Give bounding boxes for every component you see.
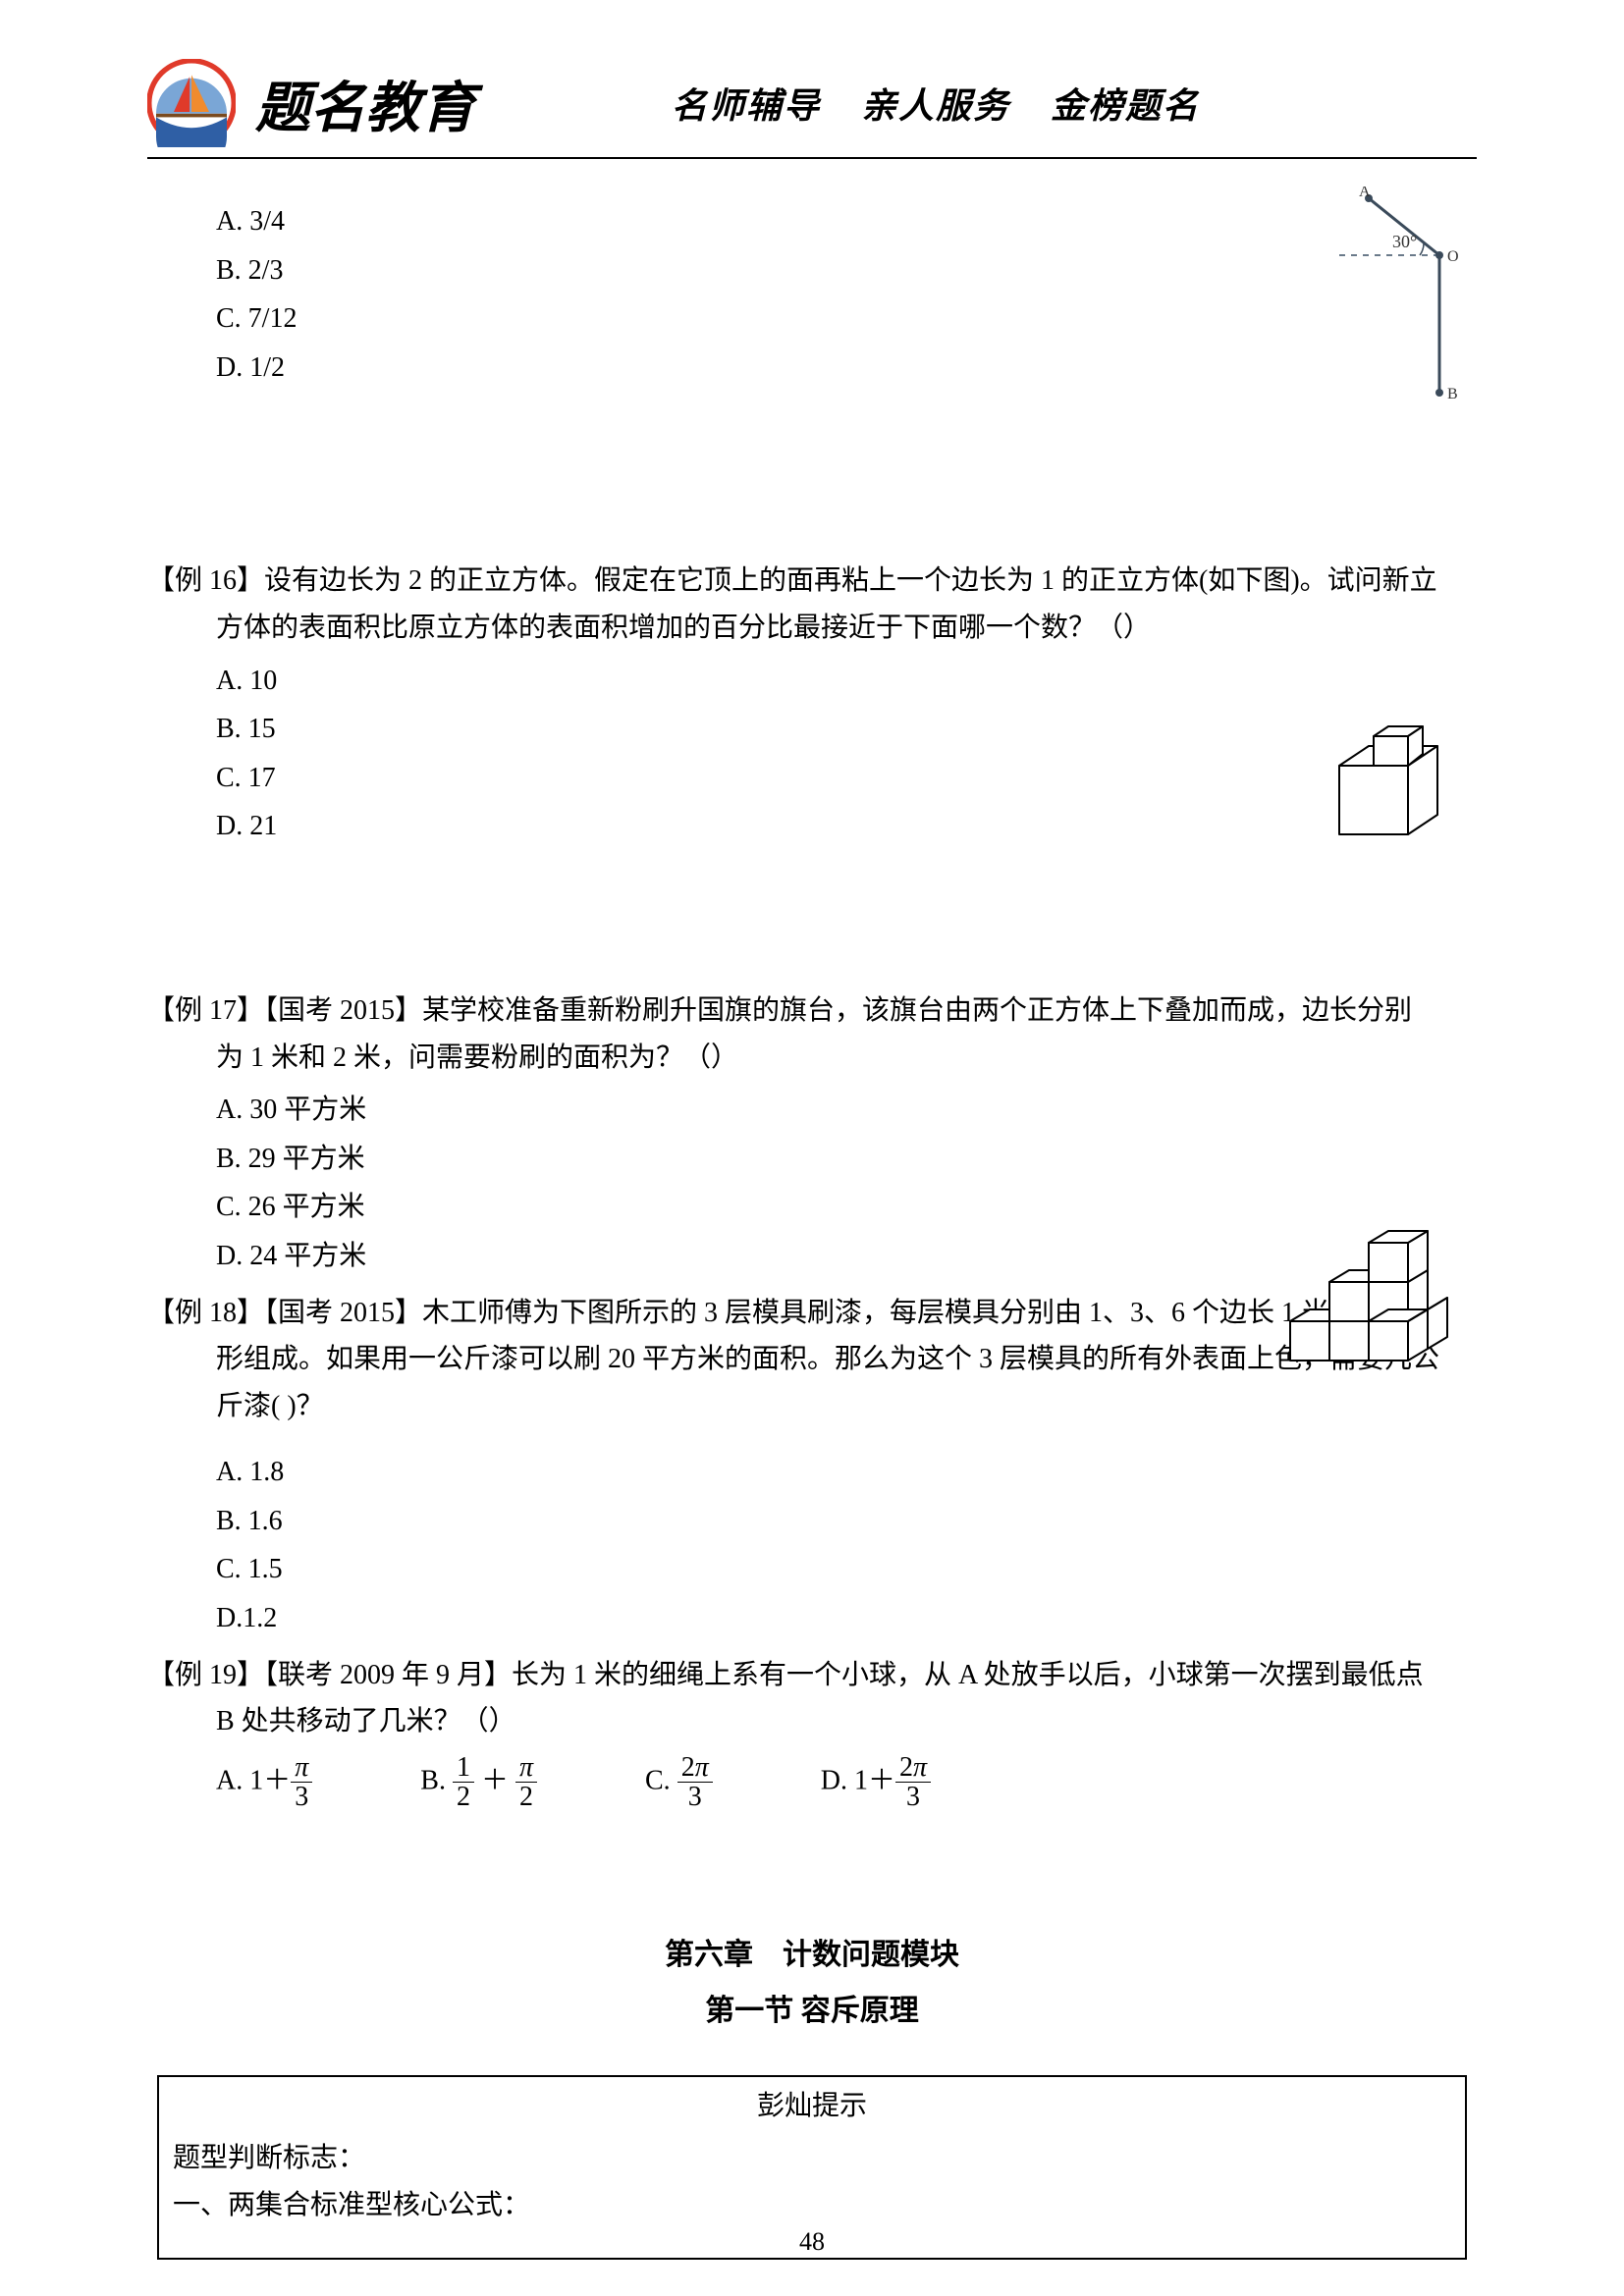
q18-options: A. 1.8 B. 1.6 C. 1.5 D.1.2 xyxy=(216,1449,1477,1641)
q19-b-prefix: B. xyxy=(420,1765,453,1795)
q19-c-den: 3 xyxy=(677,1783,713,1811)
q15-option-d: D. 1/2 xyxy=(216,345,1477,392)
q18-option-b: B. 1.6 xyxy=(216,1498,1477,1545)
tip-box-line1: 题型判断标志： xyxy=(173,2135,1451,2182)
q18-option-a: A. 1.8 xyxy=(216,1449,1477,1496)
q15-option-c: C. 7/12 xyxy=(216,295,1477,343)
q17-option-a: A. 30 平方米 xyxy=(216,1087,1477,1134)
q19-a-num: π xyxy=(291,1753,312,1783)
q15-option-b: B. 2/3 xyxy=(216,247,1477,294)
q19-line1: 【例 19】【联考 2009 年 9 月】长为 1 米的细绳上系有一个小球，从 … xyxy=(147,1652,1477,1699)
q18-option-c: C. 1.5 xyxy=(216,1546,1477,1593)
q16-options: A. 10 B. 15 C. 17 D. 21 xyxy=(216,658,1477,850)
label-B: B xyxy=(1447,386,1458,402)
tagline-2: 亲人服务 xyxy=(861,86,1010,126)
q19-d-prefix: D. 1＋ xyxy=(821,1765,895,1795)
tagline-3: 金榜题名 xyxy=(1051,86,1200,126)
q19-option-b: B. 12 ＋ π2 xyxy=(420,1753,537,1812)
step-cubes-figure xyxy=(1271,1194,1467,1396)
q17-option-b: B. 29 平方米 xyxy=(216,1136,1477,1183)
q19-d-den: 3 xyxy=(895,1783,931,1811)
page-header: 题名教育 名师辅导 亲人服务 金榜题名 xyxy=(147,59,1477,147)
q19-d-num: 2π xyxy=(895,1753,931,1783)
q19: 【例 19】【联考 2009 年 9 月】长为 1 米的细绳上系有一个小球，从 … xyxy=(147,1652,1477,1745)
q19-option-a: A. 1＋π3 xyxy=(216,1753,312,1812)
q17: 【例 17】【国考 2015】某学校准备重新粉刷升国旗的旗台，该旗台由两个正方体… xyxy=(147,988,1477,1081)
label-A: A xyxy=(1359,187,1371,200)
content-area: A O B 30° A. 3/4 B. 2/3 C. 7/12 D. 1/2 【… xyxy=(147,198,1477,2260)
q16-line2: 方体的表面积比原立方体的表面积增加的百分比最接近于下面哪一个数？（） xyxy=(216,605,1477,652)
q19-a-prefix: A. 1＋ xyxy=(216,1765,291,1795)
q15-option-a: A. 3/4 xyxy=(216,198,1477,245)
q16-line1: 【例 16】设有边长为 2 的正立方体。假定在它顶上的面再粘上一个边长为 1 的… xyxy=(147,558,1477,605)
brand-logo xyxy=(147,59,236,147)
q19-line2: B 处共移动了几米？（） xyxy=(216,1698,1477,1745)
brand-name: 题名教育 xyxy=(255,64,475,143)
q16-option-d: D. 21 xyxy=(216,803,1477,850)
angle-figure: A O B 30° xyxy=(1329,187,1467,428)
q16-option-b: B. 15 xyxy=(216,706,1477,753)
tip-box-title: 彭灿提示 xyxy=(173,2083,1451,2130)
section-title: 第一节 容斥原理 xyxy=(147,1986,1477,2036)
q18-option-d: D.1.2 xyxy=(216,1595,1477,1642)
q16-option-a: A. 10 xyxy=(216,658,1477,705)
chapter-title: 第六章 计数问题模块 xyxy=(147,1930,1477,1980)
q19-c-prefix: C. xyxy=(645,1765,677,1795)
q15-options: A. 3/4 B. 2/3 C. 7/12 D. 1/2 xyxy=(216,198,1477,391)
header-tagline: 名师辅导 亲人服务 金榜题名 xyxy=(672,78,1229,129)
q19-b2-den: 2 xyxy=(515,1783,537,1811)
page-number: 48 xyxy=(0,2227,1624,2257)
q17-line1: 【例 17】【国考 2015】某学校准备重新粉刷升国旗的旗台，该旗台由两个正方体… xyxy=(147,988,1477,1035)
q19-option-c: C. 2π3 xyxy=(645,1753,713,1812)
q17-line2: 为 1 米和 2 米，问需要粉刷的面积为？（） xyxy=(216,1035,1477,1082)
q16: 【例 16】设有边长为 2 的正立方体。假定在它顶上的面再粘上一个边长为 1 的… xyxy=(147,558,1477,651)
tip-box-line2: 一、两集合标准型核心公式： xyxy=(173,2182,1451,2229)
q19-a-den: 3 xyxy=(291,1783,312,1811)
label-angle: 30° xyxy=(1392,232,1417,251)
q19-b-mid: ＋ xyxy=(474,1765,515,1795)
q19-b1-num: 1 xyxy=(453,1753,474,1783)
q19-options: A. 1＋π3 B. 12 ＋ π2 C. 2π3 D. 1＋2π3 xyxy=(216,1753,1477,1812)
q19-option-d: D. 1＋2π3 xyxy=(821,1753,931,1812)
label-O: O xyxy=(1447,248,1459,265)
tagline-1: 名师辅导 xyxy=(672,86,821,126)
q19-b2-num: π xyxy=(515,1753,537,1783)
q19-c-num: 2π xyxy=(677,1753,713,1783)
q16-option-c: C. 17 xyxy=(216,755,1477,802)
q19-b1-den: 2 xyxy=(453,1783,474,1811)
header-rule xyxy=(147,157,1477,159)
cube-stack-figure xyxy=(1320,707,1467,870)
